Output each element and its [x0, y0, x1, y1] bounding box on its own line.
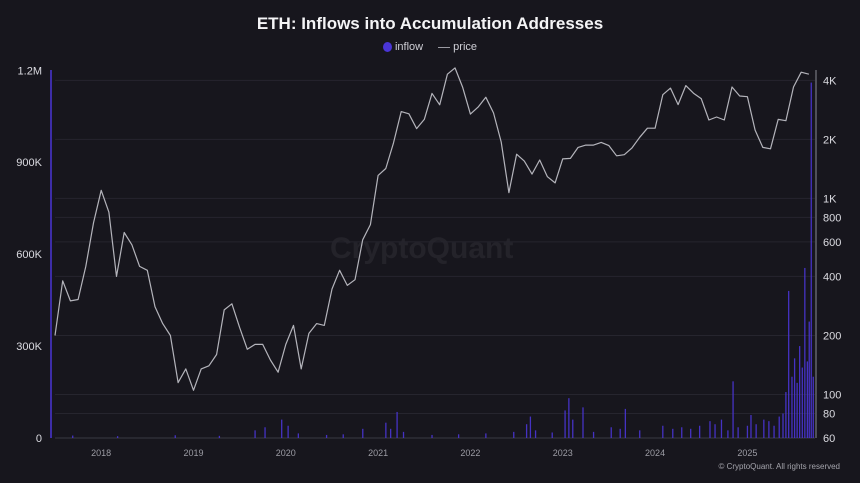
inflow-bar [254, 430, 256, 438]
inflow-bar [564, 410, 566, 438]
inflow-bar [796, 382, 798, 438]
right-tick-label: 200 [823, 330, 841, 342]
x-tick-label: 2023 [553, 448, 573, 458]
inflow-bar [457, 434, 460, 438]
inflow-bar [218, 435, 221, 438]
copyright: © CryptoQuant. All rights reserved [718, 462, 841, 471]
inflow-bar [785, 392, 787, 438]
inflow-bar [396, 411, 398, 438]
x-tick-label: 2022 [460, 448, 480, 458]
inflow-bar [529, 416, 532, 438]
inflow-bar [773, 425, 775, 438]
inflow-bar [402, 431, 405, 438]
left-tick-label: 300K [16, 341, 42, 353]
inflow-bar [709, 421, 711, 438]
inflow-bar [732, 381, 734, 438]
right-tick-label: 600 [823, 237, 841, 249]
inflow-bar [513, 431, 515, 438]
left-tick-label: 0 [36, 433, 42, 445]
inflow-bar [662, 425, 664, 438]
inflow-bar [534, 430, 537, 438]
inflow-bar [799, 346, 801, 438]
inflow-bar [174, 435, 176, 438]
legend: inflow price [0, 41, 860, 53]
inflow-bar [619, 428, 621, 438]
inflow-bar [720, 419, 723, 438]
legend-inflow-swatch [382, 42, 392, 53]
inflow-bar [782, 413, 784, 438]
inflow-bar [362, 428, 364, 438]
x-tick-label: 2024 [645, 448, 665, 458]
x-tick-label: 2025 [737, 448, 757, 458]
inflow-bar [385, 422, 387, 438]
left-tick-label: 1.2M [18, 65, 42, 77]
x-tick-label: 2019 [183, 448, 203, 458]
inflow-bar [746, 425, 749, 438]
inflow-bar [116, 436, 119, 438]
inflow-bar [485, 433, 487, 438]
inflow-bar [572, 419, 574, 438]
x-tick-label: 2018 [91, 448, 111, 458]
inflow-bar [624, 408, 627, 438]
inflow-bar [582, 407, 584, 438]
right-tick-label: 4K [823, 75, 837, 87]
legend-price-swatch [438, 46, 451, 48]
x-tick-label: 2020 [276, 448, 296, 458]
inflow-bar [788, 290, 790, 438]
inflow-bar [390, 428, 392, 438]
inflow-bar [610, 427, 612, 438]
inflow-bar [727, 430, 729, 438]
x-tick-label: 2021 [368, 448, 388, 458]
right-tick-label: 2K [823, 134, 837, 146]
left-tick-label: 600K [16, 249, 42, 261]
inflow-bar [699, 425, 701, 438]
right-tick-label: 800 [823, 212, 841, 224]
chart-title: ETH: Inflows into Accumulation Addresses [256, 14, 604, 33]
inflow-bar [768, 421, 770, 438]
inflow-bar [808, 321, 810, 438]
right-tick-label: 1K [823, 193, 837, 205]
inflow-bar [325, 434, 328, 438]
right-tick-label: 60 [823, 433, 835, 445]
inflow-bar [264, 427, 266, 438]
right-tick-label: 80 [823, 409, 835, 421]
inflow-bar [431, 434, 433, 438]
inflow-bar [342, 434, 344, 438]
inflow-bar [714, 424, 716, 438]
inflow-bar [804, 267, 806, 438]
inflow-bar [806, 361, 809, 438]
inflow-bar [551, 432, 553, 438]
right-tick-label: 100 [823, 389, 841, 401]
inflow-bar [793, 358, 796, 438]
inflow-bar [812, 376, 814, 438]
inflow-bar [297, 433, 299, 438]
inflow-bar [801, 367, 803, 438]
inflow-bar [750, 415, 752, 438]
inflow-bar [281, 419, 283, 438]
inflow-bar [525, 424, 528, 438]
inflow-bar [592, 431, 595, 438]
right-tick-label: 400 [823, 271, 841, 283]
inflow-bar [672, 428, 674, 438]
inflow-bar [681, 427, 683, 438]
inflow-bar [287, 425, 289, 438]
left-tick-label: 900K [16, 157, 42, 169]
inflow-bar [778, 416, 780, 438]
inflow-bar [755, 424, 757, 438]
inflow-bar [791, 376, 793, 438]
inflow-bar [737, 427, 739, 438]
inflow-bar [763, 419, 765, 438]
inflow-bar [639, 430, 641, 438]
legend-price-label[interactable]: price [453, 41, 478, 54]
legend-inflow-label[interactable]: inflow [394, 41, 424, 54]
inflow-bar [810, 82, 812, 439]
price-line [54, 67, 810, 391]
inflow-bar [690, 428, 692, 438]
inflow-bar [72, 435, 74, 438]
inflow-bar [568, 398, 570, 438]
